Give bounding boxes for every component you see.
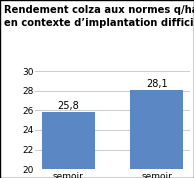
Text: 25,8: 25,8 — [58, 101, 79, 111]
Bar — [42, 112, 95, 178]
Bar — [130, 90, 183, 178]
Text: Rendement colza aux normes q/ha
en contexte d’implantation difficile: Rendement colza aux normes q/ha en conte… — [4, 5, 194, 28]
Text: 28,1: 28,1 — [146, 79, 167, 89]
